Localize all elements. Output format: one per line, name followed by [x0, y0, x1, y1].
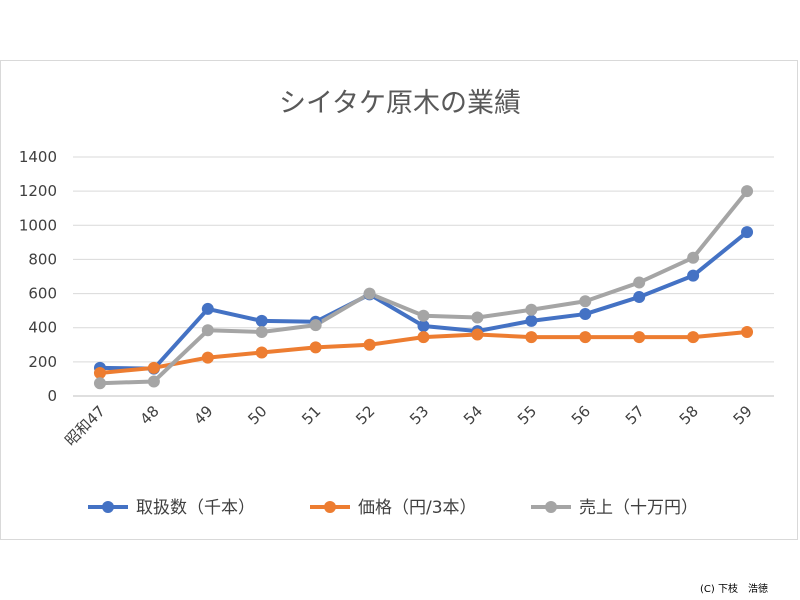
- data-point: [579, 308, 592, 321]
- legend-marker: [324, 501, 336, 513]
- x-tick-label: 59: [730, 402, 756, 428]
- y-tick-label: 1000: [19, 216, 57, 234]
- data-point: [525, 331, 538, 344]
- data-point: [633, 331, 646, 344]
- series-line: [97, 230, 750, 371]
- y-tick-label: 0: [47, 387, 57, 405]
- data-point: [255, 346, 268, 359]
- chart-title: シイタケ原木の業績: [279, 88, 521, 119]
- legend-marker: [102, 501, 114, 513]
- x-tick-label: 49: [190, 402, 216, 428]
- data-point: [309, 319, 322, 332]
- data-point: [741, 226, 754, 239]
- x-tick-label: 50: [244, 402, 270, 428]
- data-point: [201, 351, 214, 364]
- data-point: [93, 366, 106, 379]
- data-point: [741, 185, 754, 198]
- y-tick-label: 800: [28, 250, 57, 268]
- x-tick-label: 52: [352, 402, 378, 428]
- legend-label: 取扱数（千本）: [136, 498, 255, 518]
- data-point: [579, 331, 592, 344]
- data-point: [93, 377, 106, 390]
- x-tick-label: 53: [406, 402, 432, 428]
- data-point: [417, 331, 430, 344]
- series-line: [97, 189, 750, 386]
- data-point: [525, 303, 538, 316]
- data-point: [633, 290, 646, 303]
- y-tick-label: 200: [28, 353, 57, 371]
- legend: 取扱数（千本） 価格（円/3本） 売上（十万円）: [88, 498, 698, 518]
- x-tick-label: 58: [676, 402, 702, 428]
- legend-label: 売上（十万円）: [579, 498, 698, 518]
- y-tick-label: 1200: [19, 182, 57, 200]
- y-axis-ticks: 0 200 400 600 800 1000 1200 1400: [19, 148, 57, 405]
- x-tick-label: 昭和47: [61, 402, 108, 449]
- data-point: [201, 302, 214, 315]
- series-points: [93, 185, 754, 390]
- data-point: [741, 325, 754, 338]
- data-point: [471, 328, 484, 341]
- data-point: [147, 361, 160, 374]
- y-tick-label: 1400: [19, 148, 57, 166]
- data-point: [363, 338, 376, 351]
- data-point: [525, 314, 538, 327]
- x-axis-ticks: 昭和47 48 49 50 51 52 53 54 55 56 57 58 59: [61, 402, 756, 449]
- x-tick-label: 51: [298, 402, 324, 428]
- y-tick-label: 400: [28, 319, 57, 337]
- x-tick-label: 56: [568, 402, 594, 428]
- data-point: [363, 287, 376, 300]
- y-tick-label: 600: [28, 285, 57, 303]
- data-point: [633, 276, 646, 289]
- legend-marker: [545, 501, 557, 513]
- x-tick-label: 57: [622, 402, 648, 428]
- x-tick-label: 48: [136, 402, 162, 428]
- data-point: [417, 309, 430, 322]
- copyright-text: (C) 下枝 浩徳: [700, 584, 768, 595]
- data-point: [687, 331, 700, 344]
- data-point: [471, 311, 484, 324]
- data-point: [255, 325, 268, 338]
- x-tick-label: 55: [514, 402, 540, 428]
- data-point: [579, 295, 592, 308]
- data-point: [309, 341, 322, 354]
- chart-frame: [0, 60, 798, 540]
- data-point: [201, 324, 214, 337]
- legend-label: 価格（円/3本）: [358, 498, 477, 518]
- data-point: [417, 320, 430, 333]
- x-tick-label: 54: [460, 402, 486, 428]
- data-point: [687, 251, 700, 264]
- data-point: [687, 269, 700, 282]
- data-point: [147, 375, 160, 388]
- series-lines: [97, 189, 750, 386]
- data-point: [255, 314, 268, 327]
